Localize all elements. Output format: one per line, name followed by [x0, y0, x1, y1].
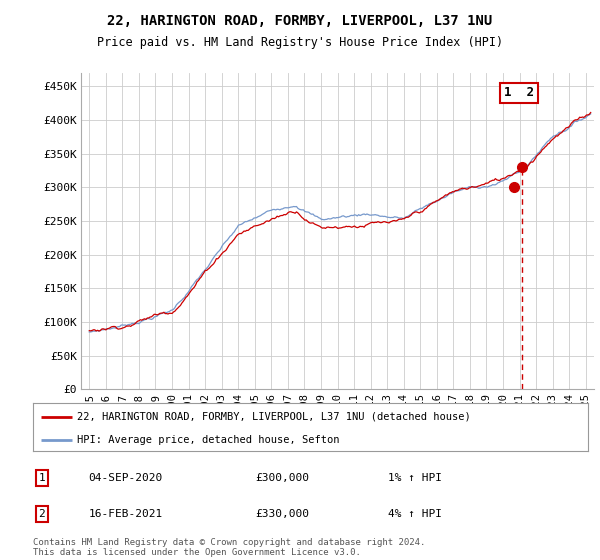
Text: 4% ↑ HPI: 4% ↑ HPI [388, 509, 442, 519]
Text: £330,000: £330,000 [255, 509, 309, 519]
Text: 2: 2 [38, 509, 46, 519]
Text: Price paid vs. HM Land Registry's House Price Index (HPI): Price paid vs. HM Land Registry's House … [97, 36, 503, 49]
Text: HPI: Average price, detached house, Sefton: HPI: Average price, detached house, Seft… [77, 435, 340, 445]
Text: 1: 1 [38, 473, 46, 483]
Text: £300,000: £300,000 [255, 473, 309, 483]
Text: 22, HARINGTON ROAD, FORMBY, LIVERPOOL, L37 1NU: 22, HARINGTON ROAD, FORMBY, LIVERPOOL, L… [107, 14, 493, 28]
Text: Contains HM Land Registry data © Crown copyright and database right 2024.
This d: Contains HM Land Registry data © Crown c… [33, 538, 425, 557]
Text: 22, HARINGTON ROAD, FORMBY, LIVERPOOL, L37 1NU (detached house): 22, HARINGTON ROAD, FORMBY, LIVERPOOL, L… [77, 412, 471, 422]
Text: 04-SEP-2020: 04-SEP-2020 [89, 473, 163, 483]
Text: 16-FEB-2021: 16-FEB-2021 [89, 509, 163, 519]
Text: 1  2: 1 2 [504, 86, 534, 99]
Text: 1% ↑ HPI: 1% ↑ HPI [388, 473, 442, 483]
